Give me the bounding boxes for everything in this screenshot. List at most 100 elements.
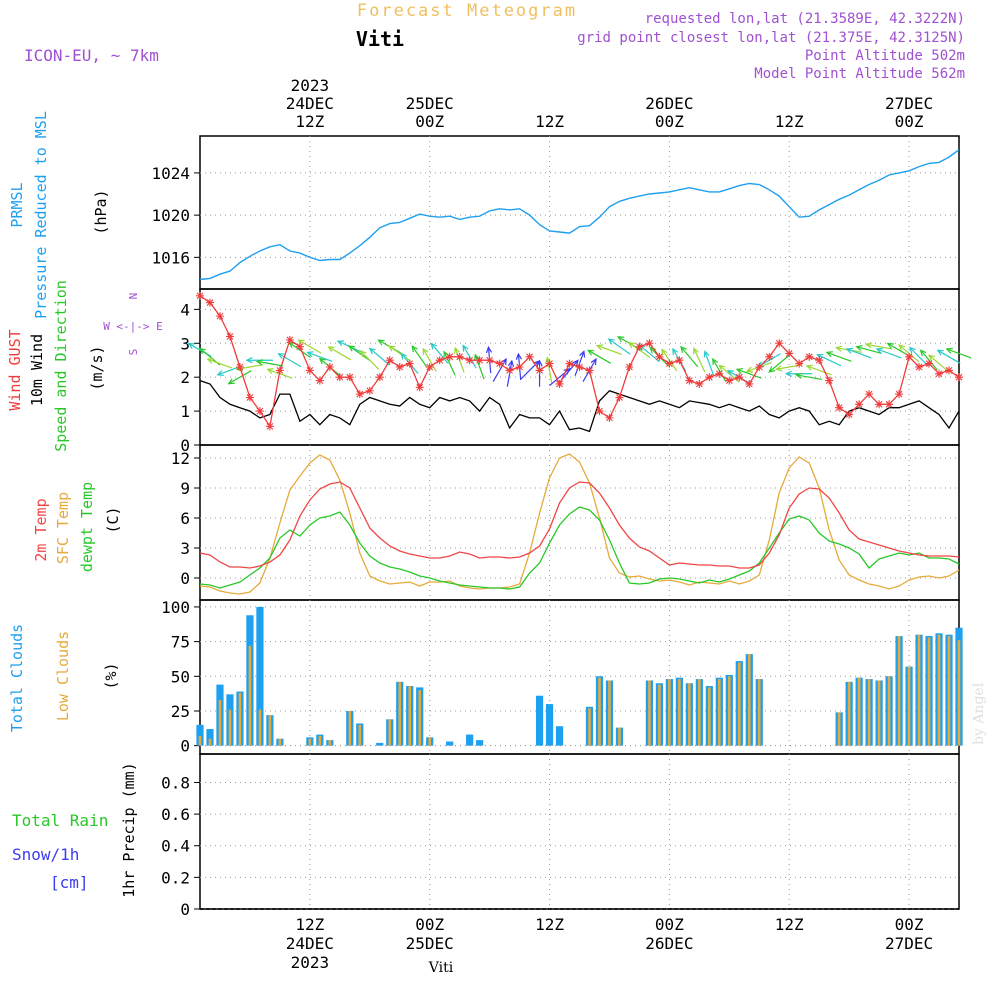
wind-arrow bbox=[736, 368, 762, 379]
wind-arrow-head bbox=[297, 339, 305, 346]
wind-arrow bbox=[876, 348, 902, 359]
gust-marker bbox=[905, 352, 914, 361]
wind-arrow-head bbox=[768, 366, 776, 373]
low-cloud-bar bbox=[737, 662, 741, 746]
bottom-time-label: 12Z bbox=[535, 915, 564, 934]
header: Forecast Meteogram Viti ICON-EU, ~ 7km r… bbox=[24, 1, 987, 976]
low-cloud-bar bbox=[947, 636, 951, 746]
gust-marker bbox=[415, 383, 424, 392]
gust-marker bbox=[345, 373, 354, 382]
low-cloud-bar bbox=[937, 634, 941, 746]
gust-marker bbox=[445, 352, 454, 361]
wind-arrow bbox=[817, 354, 842, 367]
wind-arrow bbox=[430, 343, 449, 364]
panel-frame bbox=[199, 599, 960, 755]
wind-arrow bbox=[587, 349, 612, 364]
gust-marker bbox=[845, 410, 854, 419]
y-tick-label: 100 bbox=[161, 598, 190, 617]
wind-arrow bbox=[946, 348, 972, 359]
gust-marker bbox=[215, 312, 224, 321]
wind-arrow-head bbox=[216, 370, 224, 376]
wind-arrow-head bbox=[462, 344, 469, 352]
gust-marker bbox=[675, 356, 684, 365]
snow-unit: [cm] bbox=[50, 873, 89, 892]
gust-marker bbox=[465, 356, 474, 365]
precip-panel: 0 0.2 0.4 0.6 0.8 Total Rain Snow/1h [cm] 1hr Pr… bbox=[12, 753, 960, 919]
compass-north: N bbox=[127, 293, 140, 300]
clouds-panel: 0 25 50 75 100 Total Clouds Low Clouds (%) bbox=[8, 598, 963, 756]
low-cloud-bar bbox=[308, 738, 312, 746]
gust-marker bbox=[225, 332, 234, 341]
wind-arrow bbox=[328, 346, 352, 361]
gust-marker bbox=[685, 376, 694, 385]
wind-arrow-head bbox=[474, 353, 480, 361]
pressure-panel: 1016 1020 1024 PRMSL Pressure Reduced to MSL… bbox=[8, 111, 960, 319]
wind-arrow-head bbox=[795, 372, 803, 379]
low-cloud-bar bbox=[957, 640, 961, 746]
wind-arrow bbox=[474, 354, 485, 380]
wind-arrow-head bbox=[945, 347, 953, 354]
panel-frame bbox=[199, 135, 960, 290]
gust-marker bbox=[665, 359, 674, 368]
gust-marker bbox=[765, 352, 774, 361]
wind-arrow-head bbox=[805, 364, 813, 371]
wind-arrow-head bbox=[595, 344, 604, 351]
y-tick-label: 25 bbox=[171, 702, 190, 721]
wind-arrow-head bbox=[255, 359, 264, 366]
top-time-label: 12Z bbox=[535, 112, 564, 131]
gust-marker bbox=[395, 363, 404, 371]
low-cloud-bar bbox=[688, 683, 691, 746]
y-tick-label: 0.6 bbox=[161, 805, 190, 824]
low-cloud-bar bbox=[248, 645, 252, 746]
wind-arrow-head bbox=[936, 349, 944, 356]
low-cloud-bar bbox=[268, 715, 272, 746]
gust-marker bbox=[575, 363, 584, 371]
gust-marker bbox=[655, 352, 664, 361]
gust-marker bbox=[635, 342, 644, 351]
top-time-label: 27DEC bbox=[885, 94, 933, 113]
gust-marker bbox=[945, 366, 954, 375]
low-clouds-label: Low Clouds bbox=[54, 631, 72, 721]
wind-arrow bbox=[492, 358, 507, 382]
gust-marker bbox=[825, 376, 834, 385]
wind-arrow-head bbox=[775, 365, 783, 372]
total-cloud-bar bbox=[446, 741, 454, 746]
compass-west-east: W <-|-> E bbox=[103, 320, 163, 333]
gust-marker bbox=[425, 363, 434, 371]
wind-arrow bbox=[411, 345, 428, 368]
gust-marker bbox=[735, 373, 744, 382]
panel-frame bbox=[199, 753, 960, 910]
gust-marker bbox=[455, 352, 464, 361]
title: Forecast Meteogram bbox=[357, 1, 577, 21]
wind-arrow bbox=[718, 364, 740, 383]
wind-arrow-head bbox=[908, 346, 916, 354]
bottom-time-label: 26DEC bbox=[645, 934, 693, 953]
wind-arrow-head bbox=[875, 347, 883, 354]
wind-arrow-head bbox=[627, 341, 635, 349]
wind-arrow-head bbox=[718, 364, 726, 372]
wind-arrow-head bbox=[834, 345, 843, 352]
gust-marker bbox=[245, 393, 254, 402]
low-cloud-bar bbox=[598, 677, 601, 746]
wind-arrow-head bbox=[422, 347, 429, 355]
wind-arrow-head bbox=[825, 351, 833, 358]
top-time-label: 12Z bbox=[295, 112, 324, 131]
bottom-time-label: 00Z bbox=[895, 915, 924, 934]
gust-marker bbox=[895, 390, 904, 399]
wind-arrow bbox=[639, 344, 660, 363]
gust-marker bbox=[335, 373, 344, 382]
wind-arrow-head bbox=[617, 336, 625, 343]
gust-marker bbox=[265, 422, 274, 431]
gust-marker bbox=[585, 366, 594, 375]
wind-arrow bbox=[207, 358, 233, 369]
wind-arrow bbox=[298, 339, 322, 354]
bottom-time-label: 27DEC bbox=[885, 934, 933, 953]
wind-arrow bbox=[856, 346, 882, 354]
gust-marker bbox=[835, 403, 844, 412]
gust-marker bbox=[525, 352, 534, 361]
dewpt-label: dewpt Temp bbox=[78, 482, 96, 572]
low-cloud-bar bbox=[648, 680, 651, 746]
gust-label: Wind GUST bbox=[6, 329, 24, 410]
gust-marker bbox=[295, 342, 304, 351]
watermark: by Angel bbox=[971, 682, 987, 745]
